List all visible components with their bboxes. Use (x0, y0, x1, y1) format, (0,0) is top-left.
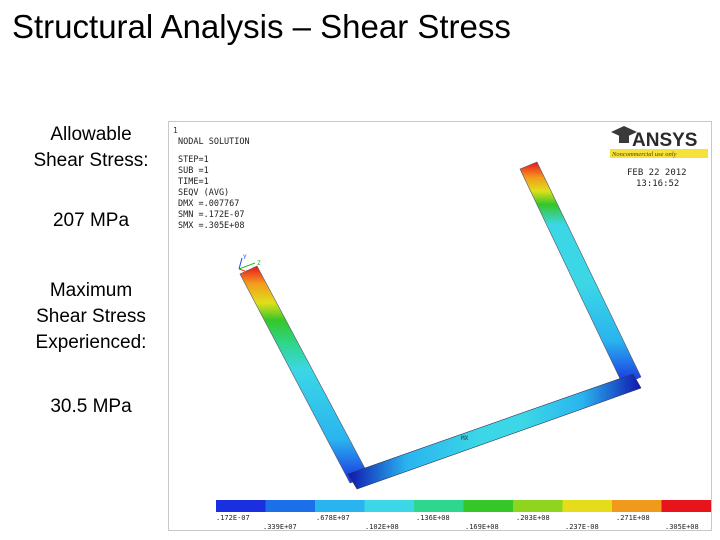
info-line: DMX =.007767 (178, 199, 239, 209)
max-stress-block: Maximum Shear Stress Experienced: (20, 278, 162, 356)
info-line: SMN =.172E-07 (178, 210, 245, 220)
ansys-logo-text: ANSYS (632, 130, 697, 151)
max-label-line2: Shear Stress (36, 306, 146, 327)
ansys-plot: 1 NODAL SOLUTION STEP=1 SUB =1 TIME=1 SE… (173, 126, 711, 531)
right-member (519, 161, 642, 386)
legend-swatch (463, 500, 513, 512)
info-line: SMX =.305E+08 (178, 221, 245, 231)
plot-date: FEB 22 2012 (627, 168, 687, 178)
triad-y-axis (238, 257, 243, 270)
triad-x-axis (238, 268, 246, 272)
legend-label-bottom: .237E-08 (565, 523, 599, 531)
legend-swatch (661, 500, 711, 512)
legend-label-top: .172E-07 (216, 514, 250, 522)
legend-label-top: .271E+08 (616, 514, 650, 522)
max-stress-value: 30.5 MPa (50, 396, 132, 417)
legend-label-top: .678E+07 (316, 514, 350, 522)
ansys-logo: ANSYS Noncommercial use only (610, 126, 708, 158)
logo-subtitle-bg (610, 149, 708, 158)
ansys-viewport[interactable]: 1 NODAL SOLUTION STEP=1 SUB =1 TIME=1 SE… (168, 121, 712, 531)
bottom-member (347, 373, 642, 490)
legend-swatch (364, 500, 414, 512)
logo-subtitle: Noncommercial use only (611, 151, 676, 158)
legend-swatch (414, 500, 464, 512)
slide-title: Structural Analysis – Shear Stress (12, 8, 511, 45)
legend-swatch (562, 500, 612, 512)
legend-swatch (513, 500, 563, 512)
legend-swatch (265, 500, 315, 512)
triad-z-axis (238, 262, 256, 270)
legend-label-top: .203E+08 (516, 514, 550, 522)
allowable-label-line2: Shear Stress: (33, 150, 149, 171)
solution-info-block: NODAL SOLUTION STEP=1 SUB =1 TIME=1 SEQV… (178, 137, 250, 231)
info-line: NODAL SOLUTION (178, 137, 250, 147)
legend-swatch (216, 500, 266, 512)
max-label-line1: Maximum (49, 280, 133, 301)
legend-label-bottom: .169E+08 (465, 523, 499, 531)
mortarboard-icon (611, 126, 637, 138)
allowable-stress-block: Allowable Shear Stress: (20, 122, 162, 174)
info-line: TIME=1 (178, 177, 209, 187)
max-label-line3: Experienced: (35, 332, 147, 353)
legend-swatch (612, 500, 662, 512)
legend-label-bottom: .305E+08 (665, 523, 699, 531)
contour-legend: .172E-07 .678E+07 .136E+08 .203E+08 .271… (216, 500, 711, 531)
legend-label-top: .136E+08 (416, 514, 450, 522)
triad-y-label: Y (243, 254, 247, 261)
left-member (239, 265, 370, 484)
info-line: SEQV (AVG) (178, 188, 229, 198)
mx-label: MX (461, 435, 469, 442)
triad-z-label: Z (257, 260, 261, 267)
plot-time: 13:16:52 (636, 179, 679, 189)
legend-label-bottom: .102E+08 (365, 523, 399, 531)
allowable-label-line1: Allowable (50, 124, 132, 145)
window-number: 1 (173, 126, 178, 135)
info-line: STEP=1 (178, 155, 209, 165)
frame-structure: MX (239, 161, 642, 490)
allowable-stress-value: 207 MPa (52, 210, 130, 231)
mortarboard-cap (619, 134, 629, 143)
legend-label-bottom: .339E+07 (263, 523, 297, 531)
legend-swatch (315, 500, 365, 512)
info-line: SUB =1 (178, 166, 209, 176)
